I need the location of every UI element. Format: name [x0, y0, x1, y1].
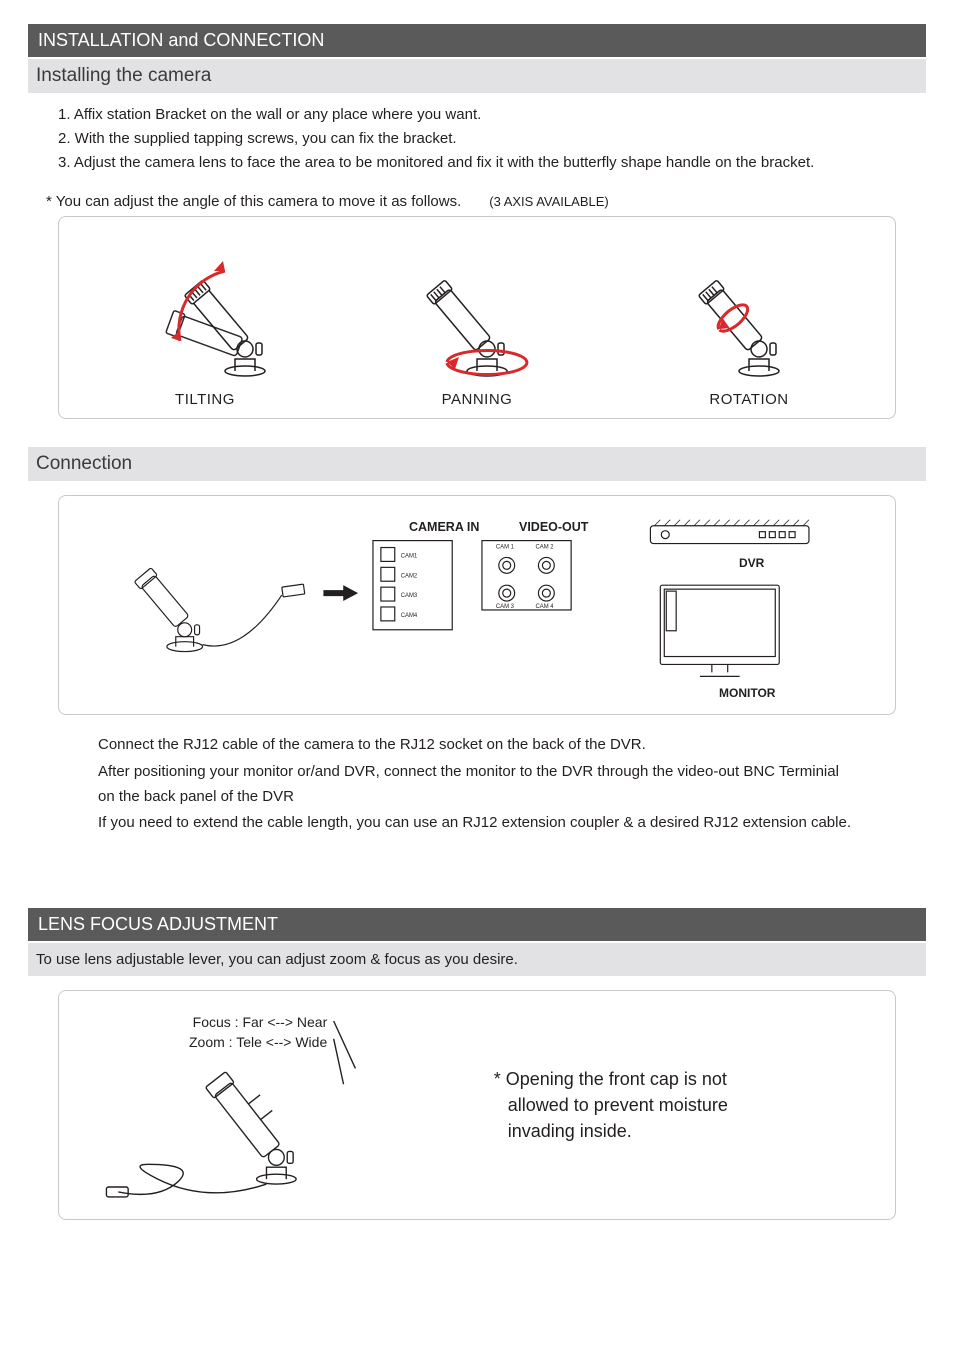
- lens-figure: Focus : Far <--> Near Zoom : Tele <--> W…: [58, 990, 896, 1220]
- lens-warning-l2: allowed to prevent moisture: [494, 1092, 865, 1118]
- svg-text:CAM3: CAM3: [401, 593, 418, 599]
- lens-warning-l3: invading inside.: [494, 1118, 865, 1144]
- section-heading-lens: LENS FOCUS ADJUSTMENT: [28, 908, 926, 941]
- svg-text:CAM 2: CAM 2: [535, 545, 553, 551]
- installation-steps: 1. Affix station Bracket on the wall or …: [58, 103, 926, 175]
- axis-label-tilting: TILTING: [69, 391, 341, 408]
- axis-figure-box: TILTING: [58, 216, 896, 419]
- panning-diagram-icon: [392, 231, 562, 381]
- adjust-note-row: * You can adjust the angle of this camer…: [46, 193, 926, 210]
- svg-text:CAM2: CAM2: [401, 573, 417, 579]
- label-monitor: MONITOR: [719, 686, 775, 700]
- step-1: 1. Affix station Bracket on the wall or …: [58, 103, 926, 127]
- step-3: 3. Adjust the camera lens to face the ar…: [58, 151, 926, 175]
- zoom-label: Zoom : Tele <--> Wide: [189, 1033, 327, 1053]
- svg-text:CAM 1: CAM 1: [496, 545, 515, 551]
- connection-p1: Connect the RJ12 cable of the camera to …: [98, 733, 856, 758]
- axis-label-rotation: ROTATION: [613, 391, 885, 408]
- axis-label-panning: PANNING: [341, 391, 613, 408]
- tilting-diagram-icon: [110, 231, 300, 381]
- connection-p3: If you need to extend the cable length, …: [98, 811, 856, 836]
- axis-rotation-cell: ROTATION: [613, 231, 885, 408]
- focus-label: Focus : Far <--> Near: [189, 1013, 327, 1033]
- lens-intro: To use lens adjustable lever, you can ad…: [28, 943, 926, 976]
- adjust-note: * You can adjust the angle of this camer…: [46, 193, 461, 210]
- subsection-connection: Connection: [28, 447, 926, 481]
- section-heading-installation: INSTALLATION and CONNECTION: [28, 24, 926, 57]
- label-camera-in: CAMERA IN: [409, 520, 479, 534]
- axis-tilting-cell: TILTING: [69, 231, 341, 408]
- subsection-installing-camera: Installing the camera: [28, 59, 926, 93]
- svg-text:CAM 3: CAM 3: [496, 604, 515, 610]
- connection-figure: CAMERA IN VIDEO-OUT DVR MONITOR: [58, 495, 896, 715]
- step-2: 2. With the supplied tapping screws, you…: [58, 127, 926, 151]
- label-video-out: VIDEO-OUT: [519, 520, 588, 534]
- axis-available-note: (3 AXIS AVAILABLE): [489, 194, 608, 209]
- axis-panning-cell: PANNING: [341, 231, 613, 408]
- label-dvr: DVR: [739, 556, 764, 570]
- lens-warning: * Opening the front cap is not allowed t…: [494, 1066, 895, 1144]
- lens-warning-l1: * Opening the front cap is not: [494, 1066, 865, 1092]
- svg-text:CAM 4: CAM 4: [535, 604, 554, 610]
- connection-text: Connect the RJ12 cable of the camera to …: [98, 733, 856, 836]
- svg-text:CAM4: CAM4: [401, 613, 418, 619]
- connection-p2: After positioning your monitor or/and DV…: [98, 760, 856, 810]
- lens-labels: Focus : Far <--> Near Zoom : Tele <--> W…: [189, 1013, 327, 1052]
- svg-text:CAM1: CAM1: [401, 553, 418, 559]
- rotation-diagram-icon: [664, 231, 834, 381]
